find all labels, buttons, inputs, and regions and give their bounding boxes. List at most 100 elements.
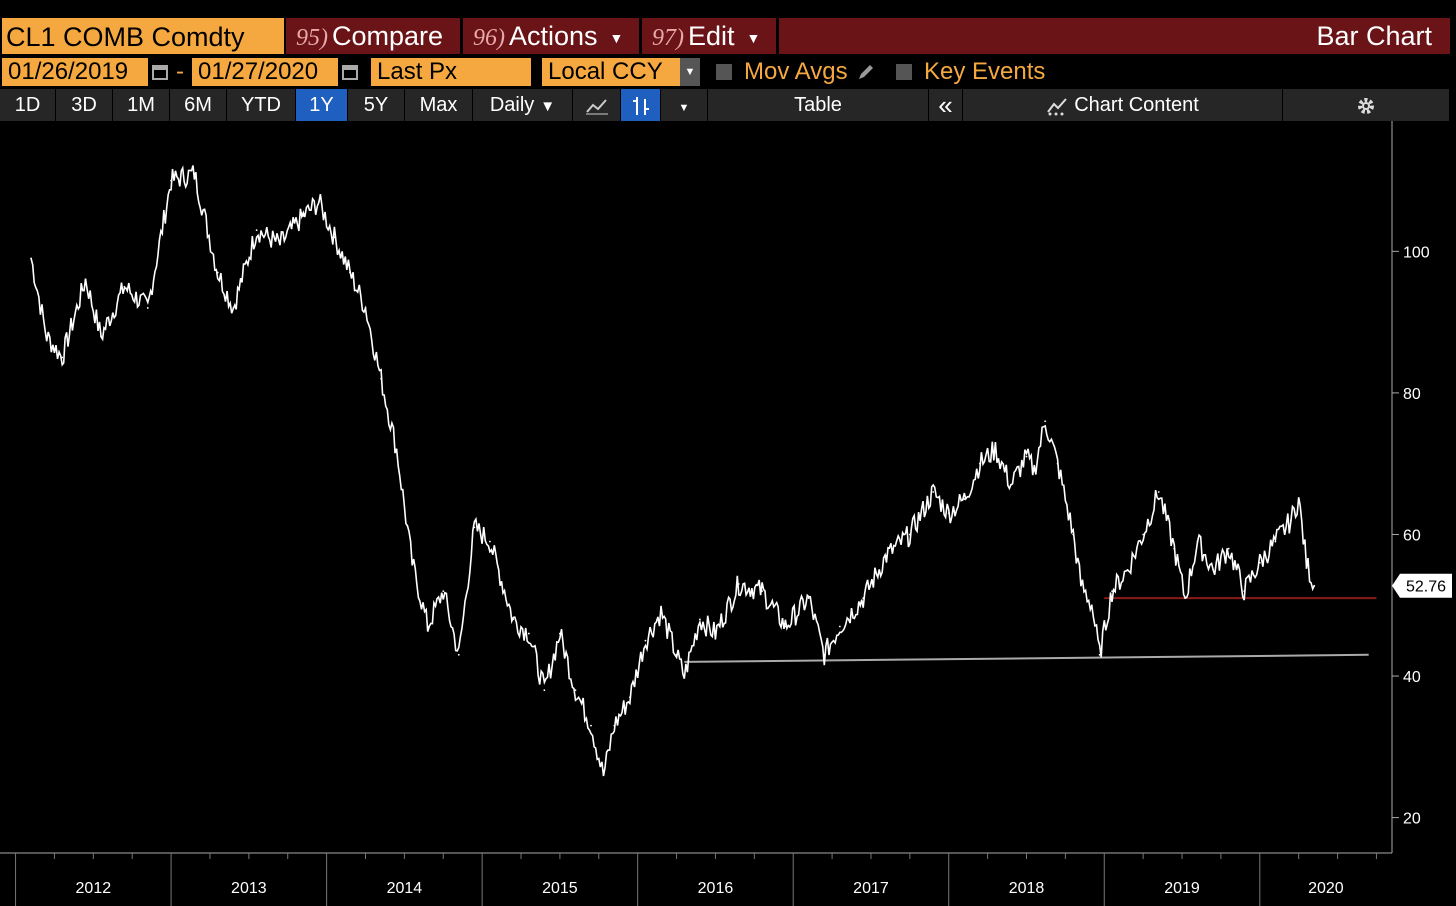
last-price-text: 52.76	[1406, 579, 1446, 596]
price-point	[30, 257, 33, 260]
price-point	[61, 356, 64, 359]
compare-number: 95)	[296, 25, 328, 51]
collapse-double-chevron-icon[interactable]: «	[929, 89, 963, 121]
price-point	[489, 540, 491, 543]
price-point	[512, 618, 515, 621]
y-tick-label: 40	[1403, 669, 1421, 686]
settings-button[interactable]	[1283, 89, 1450, 121]
price-point	[123, 285, 126, 288]
x-axis: 2012 2013 2014 2015 2016 2017 2018 2019 2020	[0, 852, 1392, 906]
price-point	[1111, 590, 1113, 592]
period-tab-3d[interactable]: 3D	[56, 89, 113, 121]
price-point	[543, 689, 546, 692]
currency-select[interactable]: Local CCY	[542, 58, 680, 86]
y-tick-label: 20	[1403, 811, 1421, 828]
price-point	[807, 597, 810, 600]
x-tick-label: 2019	[1164, 880, 1200, 897]
period-tab-max[interactable]: Max	[405, 89, 473, 121]
edit-button[interactable]: 97) Edit ▼	[642, 18, 776, 54]
actions-button[interactable]: 96) Actions ▼	[463, 18, 639, 54]
period-tab-1y[interactable]: 1Y	[296, 89, 348, 121]
period-tab-1d[interactable]: 1D	[0, 89, 56, 121]
line-chart-icon	[585, 99, 608, 115]
chart-type-dropdown[interactable]: ▼	[661, 89, 708, 121]
ohlc-bar-icon	[632, 96, 649, 115]
period-tab-5y[interactable]: 5Y	[348, 89, 405, 121]
date-separator: -	[176, 58, 184, 85]
x-tick-label: 2016	[698, 880, 734, 897]
chart-content-label: Chart Content	[1074, 94, 1199, 116]
frequency-label: Daily	[489, 94, 535, 116]
price-point	[1212, 568, 1215, 571]
price-line	[30, 165, 1315, 777]
price-point	[1313, 584, 1316, 587]
price-point	[170, 179, 172, 182]
period-tab-1m[interactable]: 1M	[113, 89, 170, 121]
ticker-field[interactable]: CL1 COMB Comdty	[2, 18, 284, 54]
compare-button[interactable]: 95) Compare	[286, 18, 460, 54]
calendar-icon[interactable]	[340, 62, 360, 82]
price-point	[84, 278, 87, 281]
price-point	[698, 618, 701, 621]
price-point	[994, 448, 997, 451]
actions-label: Actions	[509, 21, 598, 51]
price-point	[784, 625, 787, 628]
price-point	[1258, 561, 1261, 564]
price-point	[628, 696, 631, 699]
price-point	[1072, 533, 1075, 536]
price-point	[737, 583, 740, 585]
chart-content-button[interactable]: Chart Content	[963, 89, 1283, 121]
table-button[interactable]: Table	[708, 89, 929, 121]
price-point	[602, 774, 605, 777]
price-point	[1305, 561, 1308, 564]
price-point	[761, 590, 764, 592]
period-tab-ytd[interactable]: YTD	[227, 89, 296, 121]
line-chart-button[interactable]	[573, 89, 621, 121]
price-point	[395, 448, 398, 451]
price-point	[1090, 604, 1093, 607]
price-point	[527, 632, 530, 635]
x-tick-label: 2020	[1308, 880, 1344, 897]
price-point	[1098, 653, 1101, 656]
y-tick-label: 100	[1403, 244, 1430, 261]
x-tick-label: 2012	[76, 880, 112, 897]
price-point	[442, 590, 445, 592]
toolbar: 1D 3D 1M 6M YTD 1Y 5Y Max Daily ▼ ▼ Table…	[0, 89, 1450, 121]
key-events-label: Key Events	[924, 58, 1046, 85]
mov-avgs-label: Mov Avgs	[744, 58, 848, 85]
price-point	[1080, 583, 1082, 585]
chevron-down-icon[interactable]: ▼	[680, 58, 700, 86]
price-point	[1290, 519, 1292, 522]
price-point	[333, 236, 336, 239]
start-date-field[interactable]: 01/26/2019	[2, 58, 148, 86]
price-point	[947, 512, 950, 515]
price-point	[380, 377, 382, 380]
frequency-select[interactable]: Daily ▼	[473, 89, 573, 121]
chevron-down-icon: ▼	[609, 29, 624, 46]
trendlines	[684, 597, 1377, 663]
gear-icon	[1358, 97, 1374, 114]
pencil-icon[interactable]	[856, 62, 876, 82]
key-events-checkbox[interactable]	[896, 64, 912, 80]
price-point	[978, 462, 981, 465]
calendar-icon[interactable]	[150, 62, 170, 82]
price-point	[45, 335, 48, 338]
last-price-label: 52.76	[1392, 573, 1452, 598]
price-point	[932, 491, 935, 493]
price-point	[457, 653, 460, 656]
price-point	[255, 229, 258, 231]
end-date-field[interactable]: 01/27/2020	[192, 58, 338, 86]
x-tick-label: 2017	[853, 880, 889, 897]
price-chart[interactable]: 20 40 60 80 100 2012 2013 2014 2015 2016 2017 2018…	[0, 121, 1456, 906]
price-point	[1196, 540, 1199, 543]
price-point	[838, 625, 841, 628]
period-tab-6m[interactable]: 6M	[170, 89, 227, 121]
price-point	[364, 307, 367, 309]
price-field-select[interactable]: Last Px	[371, 58, 531, 86]
mov-avgs-checkbox[interactable]	[716, 64, 732, 80]
chevron-down-icon: ▼	[678, 102, 690, 114]
series-layer	[30, 165, 1316, 777]
price-point	[590, 724, 592, 727]
price-point	[1157, 491, 1160, 493]
bar-chart-button[interactable]	[621, 89, 661, 121]
